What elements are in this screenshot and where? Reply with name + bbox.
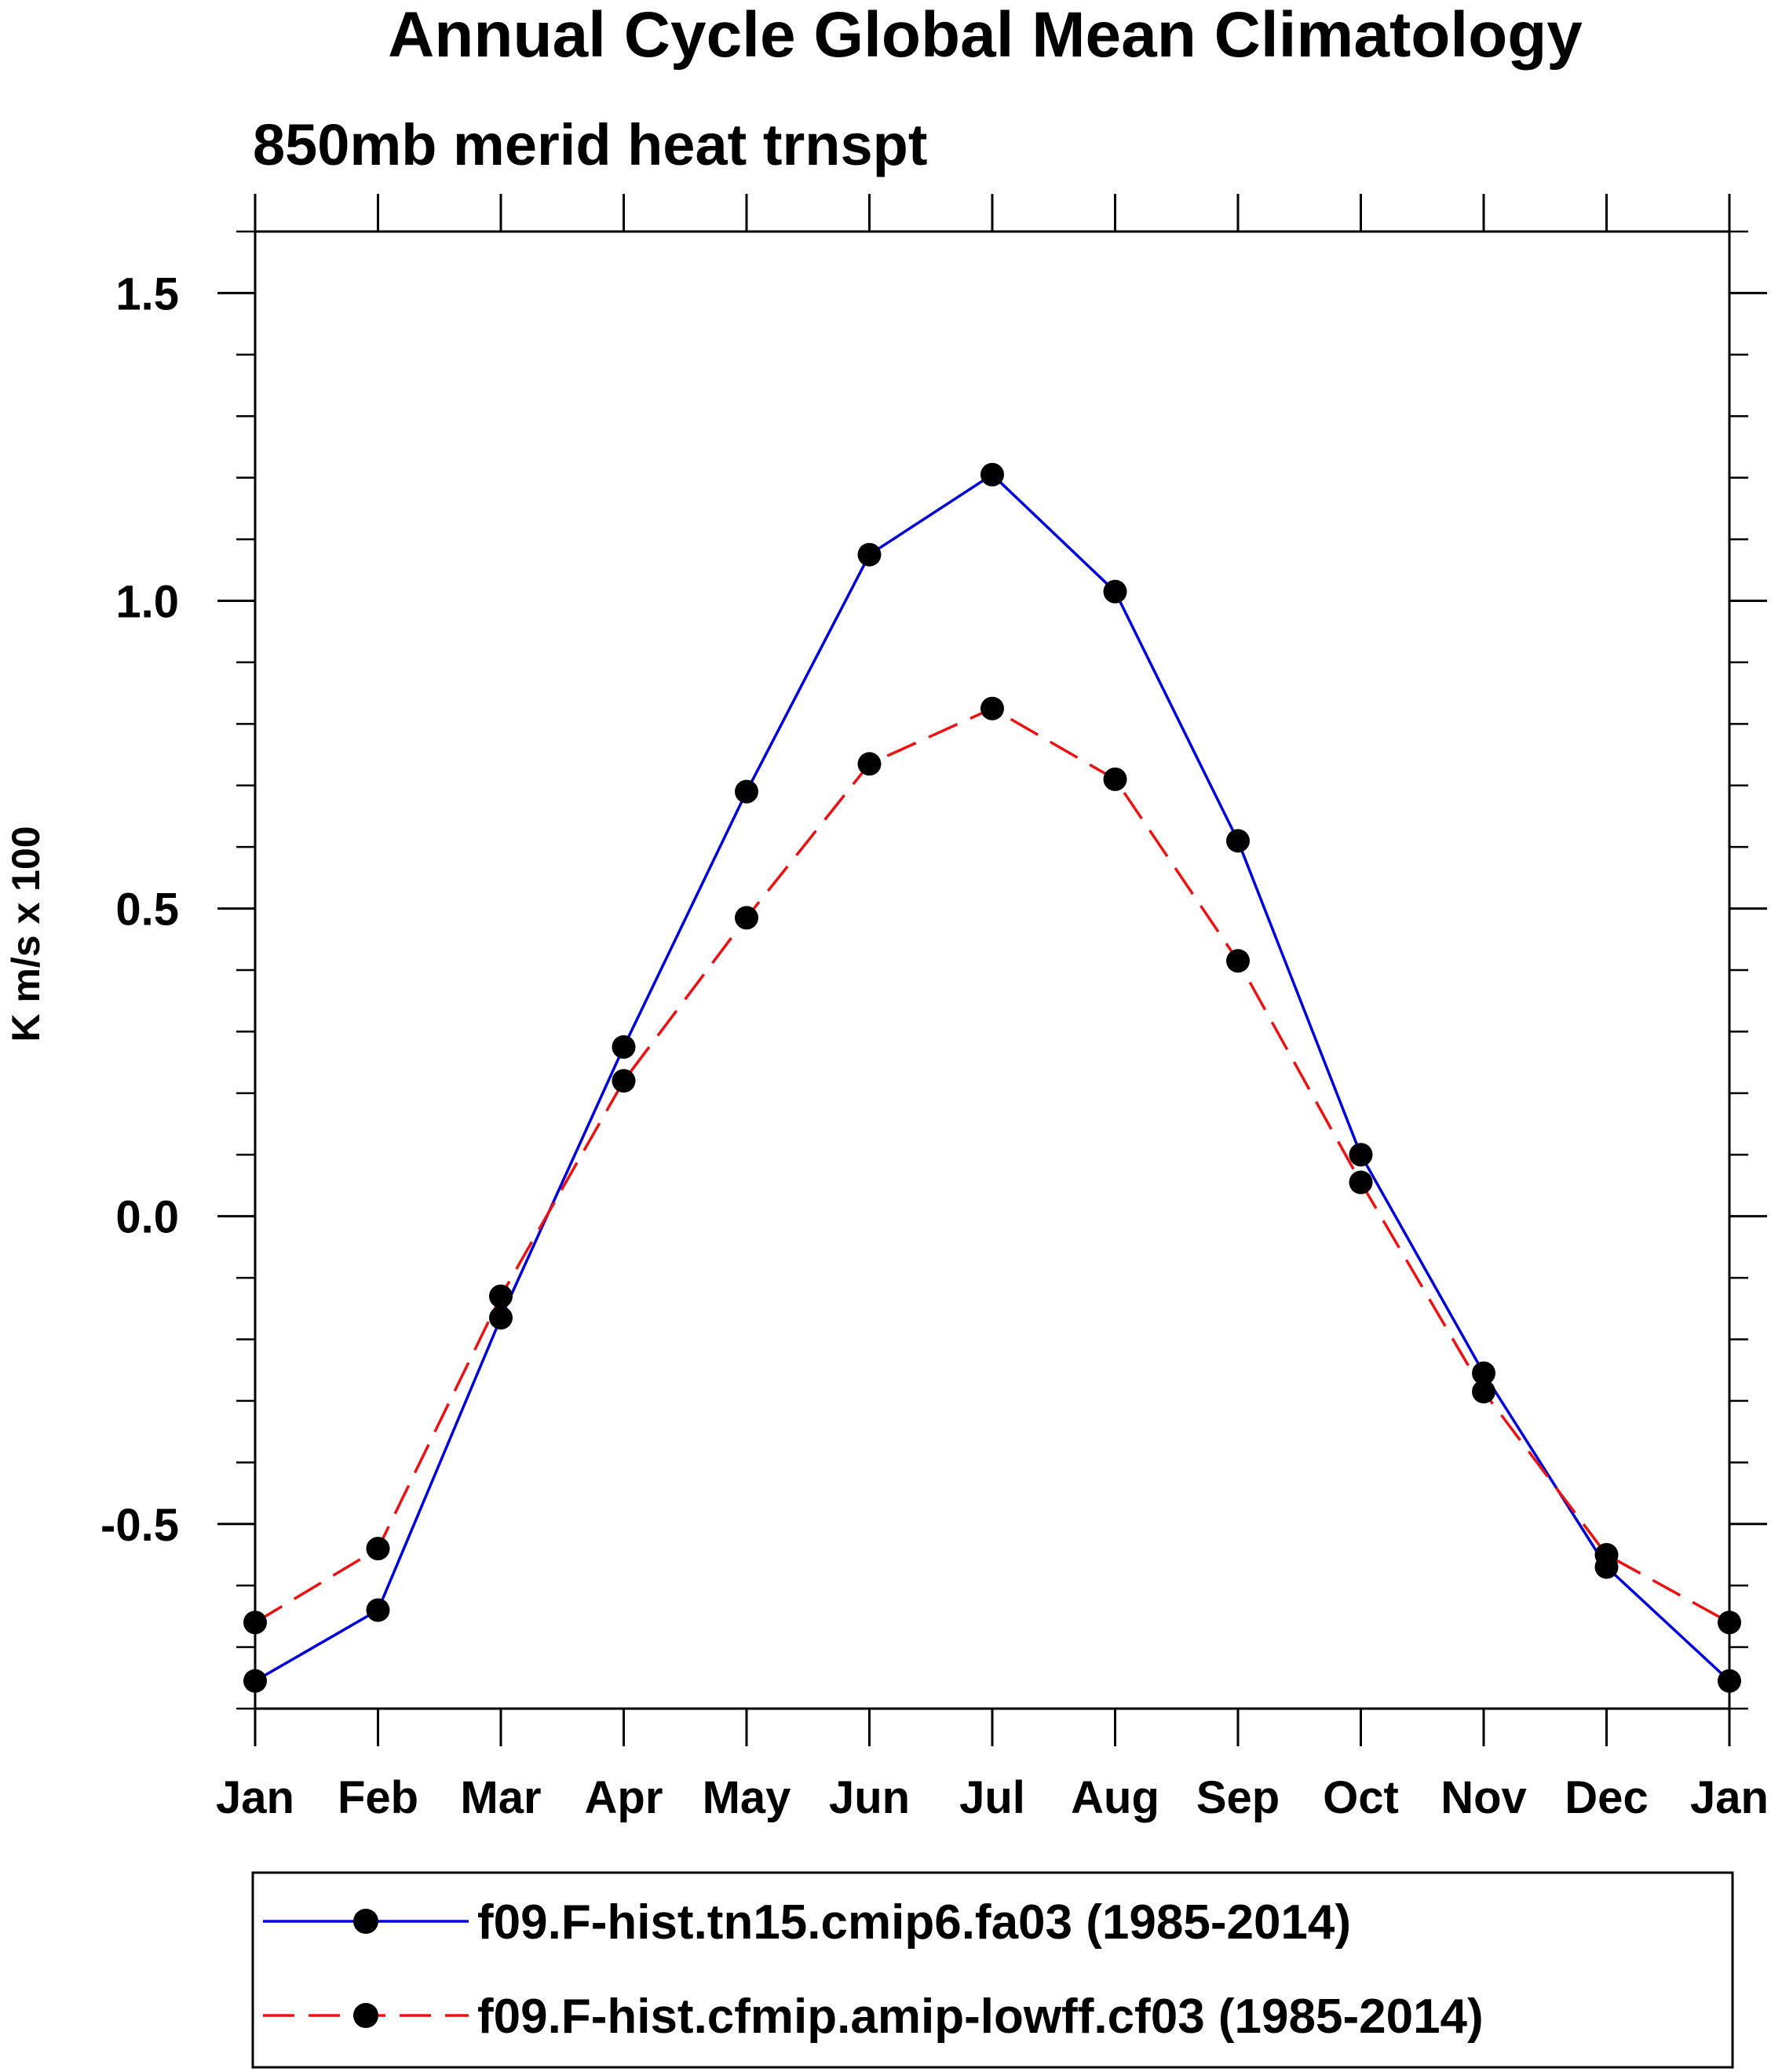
x-tick-label: Feb <box>338 1772 418 1823</box>
data-point-series-2 <box>1594 1542 1619 1567</box>
x-tick-label: Jun <box>829 1772 910 1823</box>
data-point-series-2 <box>243 1611 267 1635</box>
y-tick-label: 0.5 <box>115 885 179 936</box>
plot-frame <box>254 230 1731 1710</box>
x-tick-label: Sep <box>1196 1772 1280 1823</box>
y-tick-label: 0.0 <box>115 1192 179 1243</box>
data-point-series-2 <box>1349 1170 1373 1195</box>
y-tick-label: 1.5 <box>115 268 179 319</box>
data-point-series-1 <box>1103 579 1127 604</box>
data-point-series-1 <box>366 1598 390 1622</box>
data-point-series-2 <box>366 1537 390 1561</box>
y-axis-label: K m/s x 100 <box>4 826 48 1041</box>
y-tick-label: 1.0 <box>115 577 179 628</box>
data-point-series-2 <box>857 752 882 776</box>
data-point-series-1 <box>857 542 882 567</box>
data-point-series-2 <box>1718 1611 1741 1635</box>
data-point-series-1 <box>612 1035 636 1060</box>
data-point-series-2 <box>612 1069 636 1093</box>
data-point-series-1 <box>980 462 1004 487</box>
series-line-1 <box>254 472 1731 1683</box>
data-point-series-2 <box>1226 949 1250 973</box>
data-point-series-2 <box>980 696 1004 720</box>
x-tick-label: Dec <box>1565 1772 1648 1823</box>
data-point-series-1 <box>735 779 758 804</box>
legend-label-1: f09.F-hist.tn15.cmip6.fa03 (1985-2014) <box>477 1895 1351 1950</box>
y-tick-label: -0.5 <box>100 1500 179 1551</box>
legend-marker-2 <box>353 2003 378 2028</box>
x-tick-label: Jan <box>1690 1772 1769 1823</box>
x-tick-label: Apr <box>585 1772 663 1823</box>
data-point-series-1 <box>1472 1361 1495 1385</box>
chart-subtitle: 850mb merid heat trnspt <box>253 112 927 177</box>
x-tick-label: Nov <box>1441 1772 1527 1823</box>
data-point-series-2 <box>735 906 758 930</box>
data-point-series-2 <box>1472 1380 1495 1404</box>
legend-marker-1 <box>353 1909 378 1934</box>
data-point-series-1 <box>243 1669 267 1693</box>
plot-axes: Jan Feb Mar Apr May Jun Jul Aug Sep Oct Nov Dec Jan -… <box>100 194 1769 1823</box>
series-markers <box>243 462 1741 1693</box>
data-point-series-2 <box>1103 767 1127 791</box>
chart-title: Annual Cycle Global Mean Climatology <box>388 0 1583 71</box>
x-tick-label: Jul <box>959 1772 1025 1823</box>
series-lines <box>254 472 1731 1683</box>
data-point-series-2 <box>489 1284 513 1308</box>
legend-box <box>251 1871 1734 2069</box>
x-tick-label: Aug <box>1071 1772 1159 1823</box>
x-tick-label: Mar <box>460 1772 541 1823</box>
legend: f09.F-hist.tn15.cmip6.fa03 (1985-2014) f0… <box>251 1871 1734 2069</box>
data-point-series-1 <box>1226 829 1250 853</box>
data-point-series-1 <box>1349 1143 1373 1167</box>
data-point-series-1 <box>1718 1669 1741 1693</box>
series-line-2 <box>254 706 1730 1624</box>
x-tick-label: Jan <box>216 1772 294 1823</box>
legend-label-2: f09.F-hist.cfmip.amip-lowff.cf03 (1985-2… <box>477 1990 1484 2044</box>
x-tick-label: May <box>703 1772 791 1823</box>
data-point-series-1 <box>489 1306 513 1330</box>
x-tick-label: Oct <box>1323 1772 1399 1823</box>
